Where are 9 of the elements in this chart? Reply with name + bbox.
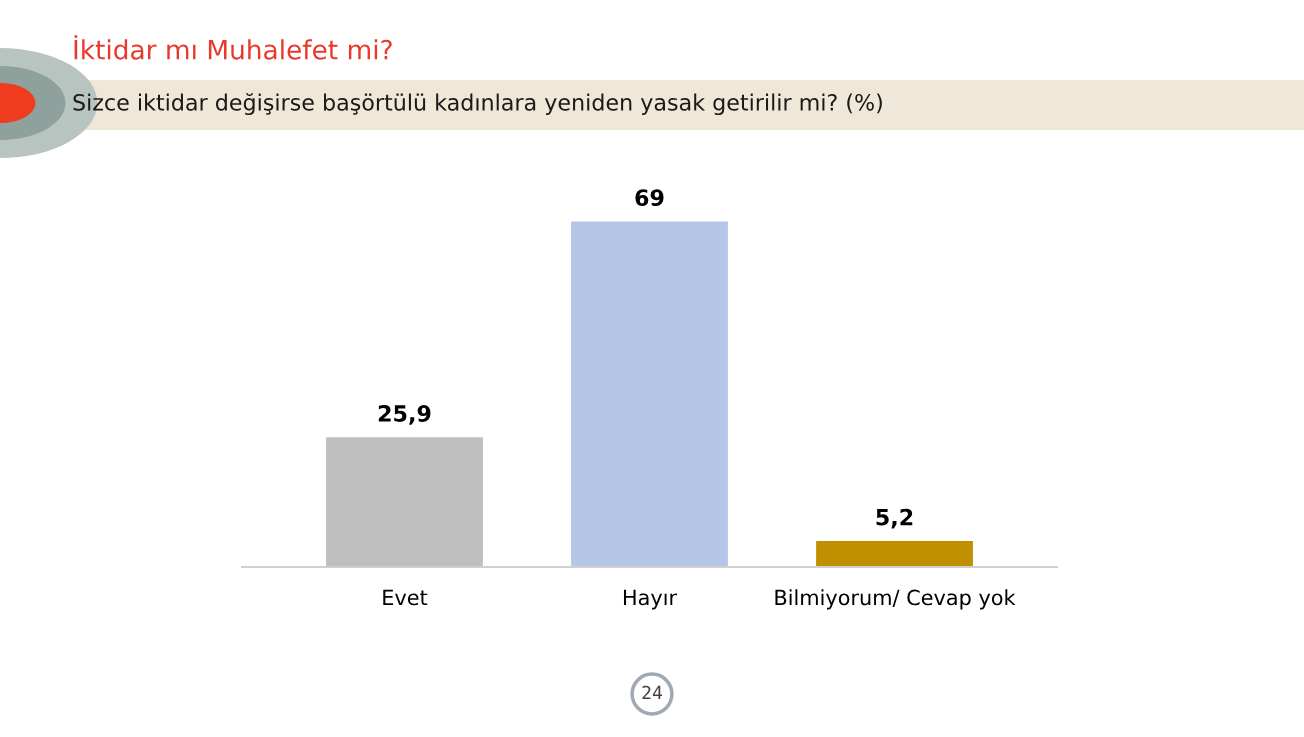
x-tick-label: Evet [383, 589, 428, 606]
data-label: 69 [635, 189, 664, 207]
chart-subtitle: Sizce iktidar değişirse başörtülü kadınlara yeniden yasak getirilir mi? (%) [73, 92, 882, 116]
chart-title: İktidar mı Muhalefet mi? [74, 35, 392, 60]
x-tick-label: Hayır [623, 589, 678, 610]
text: 24 [642, 685, 663, 700]
data-label: 25,9 [378, 405, 431, 425]
x-tick-label: Bilmiyorum/ Cevap yok [775, 589, 1016, 610]
data-label: 5,2 [876, 508, 913, 529]
